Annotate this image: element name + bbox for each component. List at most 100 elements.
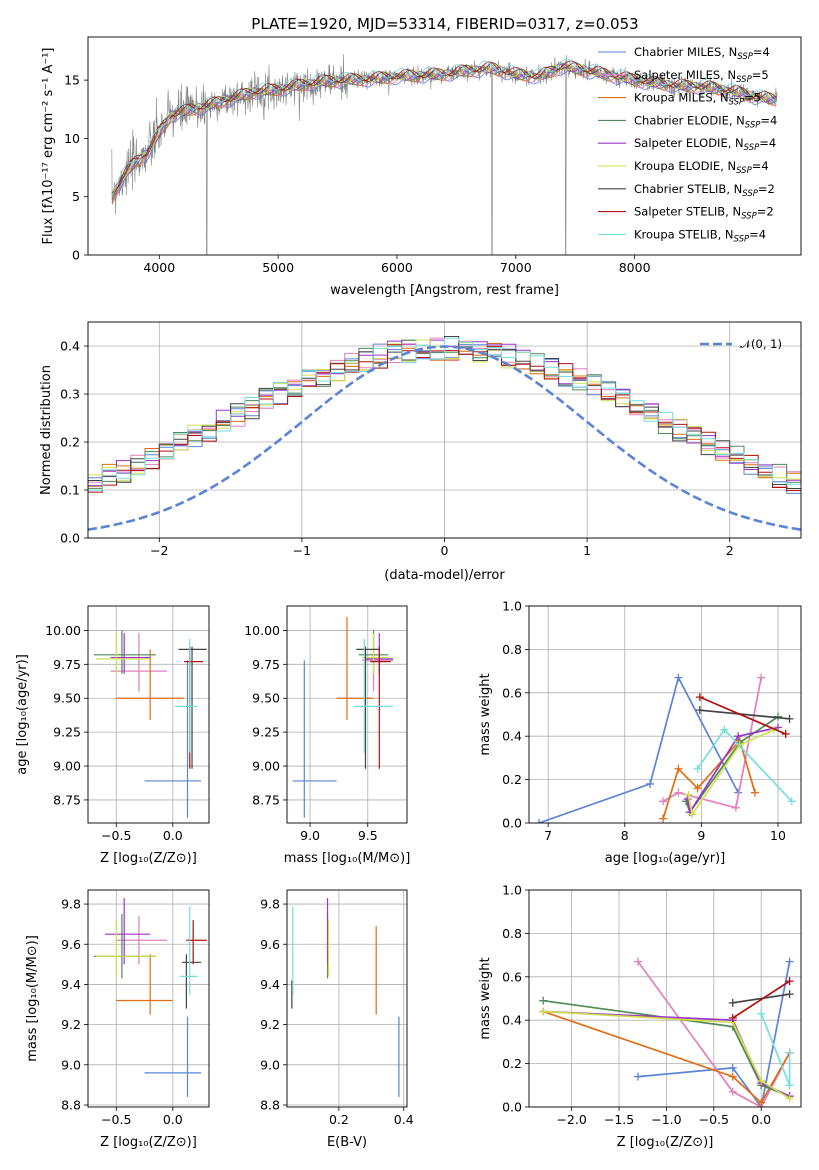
legend-count: =2 bbox=[757, 205, 774, 219]
x-axis-label: Z [log₁₀(Z/Z⊙)] bbox=[100, 1135, 197, 1150]
scatter-plot-area bbox=[292, 616, 394, 818]
model-kroupa-stelib bbox=[111, 58, 777, 198]
marker-kroupa-stelib bbox=[787, 797, 796, 806]
y-tick-label: 8.75 bbox=[252, 792, 280, 807]
hist-kroupa-stelib bbox=[88, 337, 801, 491]
y-tick-label: 9.2 bbox=[61, 1017, 81, 1032]
marker-salpeter-stelib bbox=[785, 977, 794, 986]
x-tick-label: 7000 bbox=[500, 260, 532, 275]
observed-spectrum bbox=[111, 54, 778, 255]
x-tick-label: 1 bbox=[583, 543, 591, 558]
x-tick-label: 8000 bbox=[619, 260, 651, 275]
marker-salpeter-elodie bbox=[683, 795, 692, 804]
series-chabrier-miles bbox=[538, 675, 739, 823]
marker-kroupa-miles bbox=[728, 1072, 737, 1081]
x-tick-label: −1.0 bbox=[651, 1112, 681, 1127]
marker-chabrier-elodie bbox=[539, 996, 548, 1005]
legend-subscript: SSP bbox=[734, 234, 750, 244]
legend-subscript: SSP bbox=[736, 75, 752, 85]
marker-salpeter-elodie bbox=[734, 732, 743, 741]
legend-subscript: SSP bbox=[744, 143, 760, 153]
y-tick-label: 10.00 bbox=[244, 623, 280, 638]
x-tick-label: 9.0 bbox=[300, 828, 320, 843]
marker-salpeter-stelib bbox=[728, 1014, 737, 1023]
marker-chabrier-stelib bbox=[728, 998, 737, 1007]
x-tick-label: −1 bbox=[293, 543, 311, 558]
y-tick-label: 15 bbox=[64, 73, 80, 88]
series-chabrier-elodie bbox=[685, 715, 779, 814]
y-tick-label: 9.8 bbox=[61, 897, 81, 912]
legend-text: Salpeter ELODIE, N bbox=[634, 136, 744, 150]
y-tick-label: 9.8 bbox=[260, 897, 280, 912]
plot-frame bbox=[528, 605, 802, 824]
x-tick-label: −0.5 bbox=[699, 1112, 729, 1127]
marker-kroupa-stelib bbox=[693, 764, 702, 773]
scatter-plot-area bbox=[93, 630, 207, 818]
marker-chabrier-miles bbox=[728, 1063, 737, 1072]
y-tick-label: 9.6 bbox=[61, 937, 81, 952]
y-tick-label: 0.6 bbox=[502, 685, 522, 700]
plot-frame bbox=[286, 889, 408, 1108]
x-tick-label: 10 bbox=[770, 828, 786, 843]
y-tick-label: 9.50 bbox=[53, 691, 81, 706]
residual-panel: −2 −1 0 1 2 0.0 0.1 0.2 0.3 0.4 (data-model)/error… bbox=[39, 321, 802, 583]
y-tick-label: 9.00 bbox=[53, 759, 81, 774]
x-tick-label: −0.5 bbox=[101, 1112, 131, 1127]
series-salpeter-stelib bbox=[732, 980, 791, 1019]
spectrum-title: PLATE=1920, MJD=53314, FIBERID=0317, z=0… bbox=[251, 15, 638, 33]
legend-label-salpeter-elodie: Salpeter ELODIE, NSSP=4 bbox=[634, 136, 776, 153]
legend-subscript: SSP bbox=[742, 189, 758, 199]
legend-subscript: SSP bbox=[745, 120, 761, 130]
y-tick-label: 5 bbox=[72, 189, 80, 204]
x-tick-label: 0.0 bbox=[163, 828, 183, 843]
plot-frame bbox=[286, 605, 408, 824]
y-tick-label: 0.2 bbox=[502, 1056, 522, 1071]
legend-label-chabrier-stelib: Chabrier STELIB, NSSP=2 bbox=[634, 182, 775, 199]
x-tick-label: −0.5 bbox=[101, 828, 131, 843]
y-tick-label: 8.8 bbox=[260, 1097, 280, 1112]
legend-label-chabrier-miles: Chabrier MILES, NSSP=4 bbox=[634, 45, 770, 62]
series-salpeter-elodie bbox=[686, 726, 779, 815]
legend-count: =5 bbox=[752, 68, 769, 82]
x-tick-label: −2.0 bbox=[556, 1112, 586, 1127]
marker-kroupa-elodie bbox=[785, 1094, 794, 1103]
y-tick-label: 0.0 bbox=[502, 1100, 522, 1115]
plot-frame bbox=[87, 889, 210, 1108]
legend-subscript: SSP bbox=[736, 166, 752, 176]
y-axis-label: Normed distribution bbox=[39, 365, 54, 495]
series-salpeter-miles bbox=[637, 961, 791, 1107]
legend-count: =4 bbox=[749, 227, 766, 241]
normal-curve bbox=[88, 345, 801, 531]
y-tick-label: 0.6 bbox=[502, 969, 522, 984]
series-chabrier-miles bbox=[637, 961, 791, 1107]
legend-count: =5 bbox=[744, 91, 761, 105]
y-tick-label: 0 bbox=[72, 248, 80, 263]
y-tick-label: 0.1 bbox=[60, 483, 80, 498]
model-kroupa-miles bbox=[111, 63, 777, 203]
y-tick-label: 10.00 bbox=[45, 623, 81, 638]
marker-kroupa-miles bbox=[659, 814, 668, 823]
y-tick-label: 10 bbox=[64, 131, 80, 146]
legend-count: =4 bbox=[753, 45, 770, 59]
x-tick-label: 4000 bbox=[143, 260, 175, 275]
y-tick-label: 9.00 bbox=[252, 759, 280, 774]
x-axis-label: wavelength [Angstrom, rest frame] bbox=[330, 283, 559, 298]
marker-kroupa-elodie bbox=[684, 790, 693, 799]
y-tick-label: 9.0 bbox=[260, 1057, 280, 1072]
x-tick-label: 0.0 bbox=[163, 1112, 183, 1127]
weight-plot-area bbox=[534, 673, 796, 823]
legend-subscript: SSP bbox=[737, 52, 753, 62]
scatter-plot-area bbox=[93, 898, 207, 1097]
plot-frame bbox=[87, 321, 802, 539]
y-tick-label: 0.0 bbox=[502, 816, 522, 831]
legend-count: =4 bbox=[760, 113, 777, 127]
z-mass-panel: −0.5 0.0 8.8 9.0 9.2 9.4 9.6 9.8 Z [log₁₀(Z/Z⊙)]… bbox=[25, 889, 210, 1150]
legend-count: =4 bbox=[759, 136, 776, 150]
x-tick-label: 5000 bbox=[262, 260, 294, 275]
y-tick-label: 1.0 bbox=[502, 883, 522, 898]
y-tick-label: 8.75 bbox=[53, 792, 81, 807]
weight-plot-area bbox=[539, 957, 794, 1107]
marker-chabrier-stelib bbox=[785, 714, 794, 723]
y-tick-label: 0.0 bbox=[60, 531, 80, 546]
